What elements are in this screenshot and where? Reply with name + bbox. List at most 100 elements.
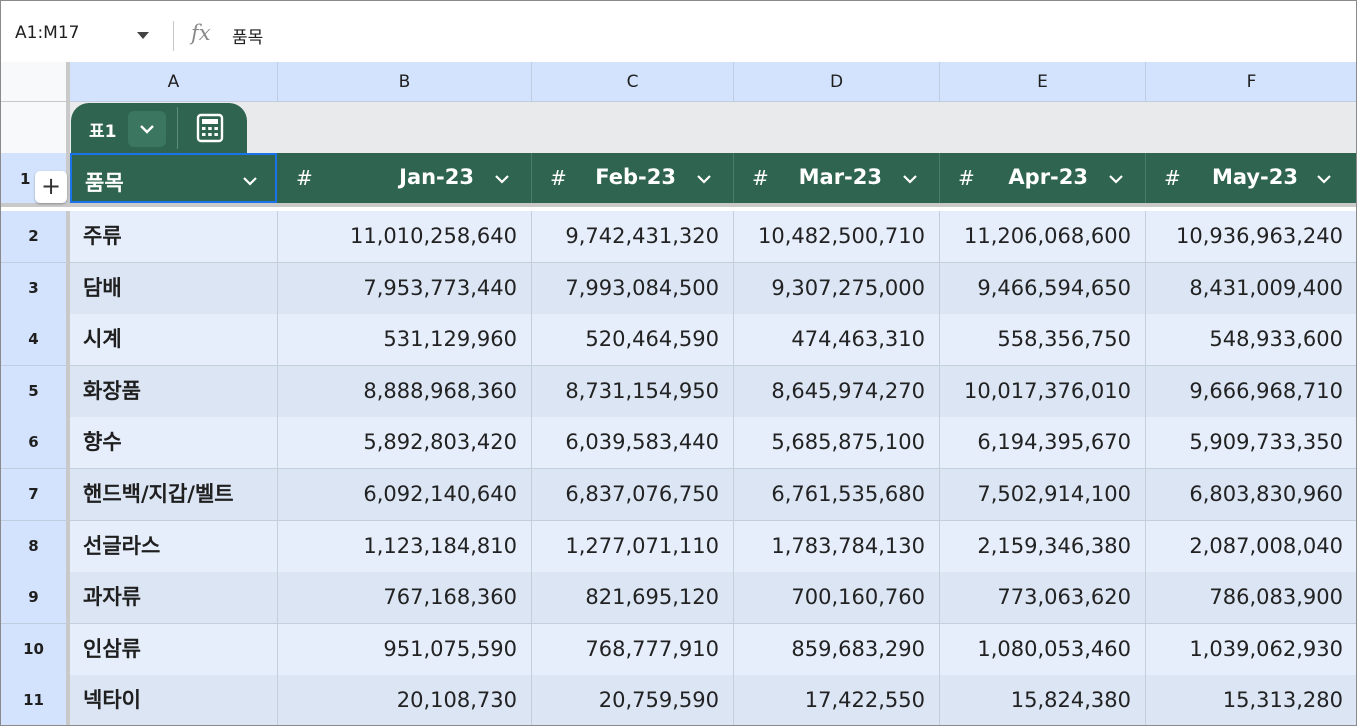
row-header[interactable]: 6 [1, 417, 70, 469]
row-header[interactable]: 11 [1, 675, 70, 725]
table-cell-value[interactable]: 558,356,750 [940, 314, 1146, 366]
table-cell-value[interactable]: 8,888,968,360 [278, 366, 532, 418]
table-cell-value[interactable]: 1,039,062,930 [1146, 624, 1356, 676]
table-cell-value[interactable]: 520,464,590 [532, 314, 734, 366]
chevron-down-icon[interactable] [242, 175, 258, 187]
chevron-down-icon[interactable] [1108, 173, 1124, 185]
table-cell-item[interactable]: 담배 [70, 263, 278, 315]
table-cell-item[interactable]: 주류 [70, 211, 278, 263]
table-cell-item[interactable]: 시계 [70, 314, 278, 366]
header-cell-may[interactable]: # May-23 [1146, 153, 1356, 203]
table-cell-value[interactable]: 821,695,120 [532, 572, 734, 624]
header-cell-feb[interactable]: # Feb-23 [532, 153, 734, 203]
table-cell-value[interactable]: 6,803,830,960 [1146, 469, 1356, 521]
table-cell-value[interactable]: 20,108,730 [278, 675, 532, 725]
formula-bar-divider [173, 21, 174, 51]
table-cell-value[interactable]: 20,759,590 [532, 675, 734, 725]
row-header[interactable]: 7 [1, 469, 70, 521]
table-cell-value[interactable]: 700,160,760 [734, 572, 940, 624]
table-cell-value[interactable]: 548,933,600 [1146, 314, 1356, 366]
chevron-down-icon[interactable] [902, 173, 918, 185]
table-cell-value[interactable]: 531,129,960 [278, 314, 532, 366]
row-header[interactable]: 8 [1, 521, 70, 573]
row-header[interactable]: 4 [1, 314, 70, 366]
table-cell-value[interactable]: 8,731,154,950 [532, 366, 734, 418]
column-header-e[interactable]: E [940, 62, 1146, 102]
table-cell-value[interactable]: 9,466,594,650 [940, 263, 1146, 315]
header-cell-item[interactable]: 품목 [70, 153, 277, 203]
table-cell-value[interactable]: 15,313,280 [1146, 675, 1356, 725]
table-cell-value[interactable]: 768,777,910 [532, 624, 734, 676]
table-cell-value[interactable]: 8,431,009,400 [1146, 263, 1356, 315]
table-menu-button[interactable] [128, 111, 166, 147]
chevron-down-icon[interactable] [1316, 173, 1332, 185]
table-chip[interactable]: 표1 [71, 103, 247, 153]
row-header[interactable]: 5 [1, 366, 70, 418]
table-cell-value[interactable]: 6,194,395,670 [940, 417, 1146, 469]
table-cell-value[interactable]: 10,936,963,240 [1146, 211, 1356, 263]
table-cell-value[interactable]: 7,502,914,100 [940, 469, 1146, 521]
chevron-down-icon[interactable] [494, 173, 510, 185]
table-cell-item[interactable]: 향수 [70, 417, 278, 469]
table-cell-value[interactable]: 7,993,084,500 [532, 263, 734, 315]
table-cell-value[interactable]: 6,039,583,440 [532, 417, 734, 469]
table-cell-value[interactable]: 786,083,900 [1146, 572, 1356, 624]
table-cell-value[interactable]: 10,017,376,010 [940, 366, 1146, 418]
table-cell-value[interactable]: 6,837,076,750 [532, 469, 734, 521]
table-cell-value[interactable]: 11,010,258,640 [278, 211, 532, 263]
header-cell-mar[interactable]: # Mar-23 [734, 153, 940, 203]
table-cell-value[interactable]: 767,168,360 [278, 572, 532, 624]
table-cell-value[interactable]: 2,159,346,380 [940, 521, 1146, 573]
table-cell-item[interactable]: 과자류 [70, 572, 278, 624]
table-cell-value[interactable]: 9,307,275,000 [734, 263, 940, 315]
table-cell-value[interactable]: 17,422,550 [734, 675, 940, 725]
table-cell-value[interactable]: 11,206,068,600 [940, 211, 1146, 263]
add-row-button[interactable]: + [35, 171, 67, 203]
table-cell-value[interactable]: 2,087,008,040 [1146, 521, 1356, 573]
column-header-d[interactable]: D [734, 62, 940, 102]
number-type-icon: # [752, 166, 769, 190]
column-header-c[interactable]: C [532, 62, 734, 102]
row-header[interactable]: 9 [1, 572, 70, 624]
table-cell-item[interactable]: 넥타이 [70, 675, 278, 725]
table-cell-value[interactable]: 7,953,773,440 [278, 263, 532, 315]
table-name[interactable]: 표1 [89, 122, 117, 142]
table-cell-value[interactable]: 1,123,184,810 [278, 521, 532, 573]
table-cell-item[interactable]: 화장품 [70, 366, 278, 418]
header-cell-apr[interactable]: # Apr-23 [940, 153, 1146, 203]
select-all-corner[interactable] [1, 62, 70, 102]
table-cell-item[interactable]: 선글라스 [70, 521, 278, 573]
table-cell-value[interactable]: 6,092,140,640 [278, 469, 532, 521]
table-calculator-button[interactable] [195, 113, 225, 147]
table-cell-value[interactable]: 951,075,590 [278, 624, 532, 676]
table-cell-value[interactable]: 5,909,733,350 [1146, 417, 1356, 469]
table-cell-value[interactable]: 5,685,875,100 [734, 417, 940, 469]
formula-input[interactable]: 품목 [232, 28, 264, 48]
column-header-b[interactable]: B [278, 62, 532, 102]
row-header[interactable]: 2 [1, 211, 70, 263]
header-cell-jan[interactable]: # Jan-23 [278, 153, 532, 203]
chevron-down-icon[interactable] [696, 173, 712, 185]
table-cell-item[interactable]: 핸드백/지갑/벨트 [70, 469, 278, 521]
row-header[interactable]: 10 [1, 624, 70, 676]
name-box[interactable]: A1:M17 [15, 23, 80, 43]
table-cell-value[interactable]: 1,080,053,460 [940, 624, 1146, 676]
table-cell-value[interactable]: 9,742,431,320 [532, 211, 734, 263]
table-cell-value[interactable]: 9,666,968,710 [1146, 366, 1356, 418]
table-cell-value[interactable]: 5,892,803,420 [278, 417, 532, 469]
table-cell-item[interactable]: 인삼류 [70, 624, 278, 676]
table-cell-value[interactable]: 6,761,535,680 [734, 469, 940, 521]
table-cell-value[interactable]: 773,063,620 [940, 572, 1146, 624]
column-header-f[interactable]: F [1146, 62, 1356, 102]
table-cell-value[interactable]: 10,482,500,710 [734, 211, 940, 263]
table-header-row [1, 153, 1356, 207]
column-header-a[interactable]: A [70, 62, 278, 102]
table-cell-value[interactable]: 1,277,071,110 [532, 521, 734, 573]
row-header[interactable]: 3 [1, 263, 70, 315]
name-box-dropdown-icon[interactable] [137, 32, 149, 39]
table-cell-value[interactable]: 15,824,380 [940, 675, 1146, 725]
table-cell-value[interactable]: 859,683,290 [734, 624, 940, 676]
table-cell-value[interactable]: 1,783,784,130 [734, 521, 940, 573]
table-cell-value[interactable]: 8,645,974,270 [734, 366, 940, 418]
table-cell-value[interactable]: 474,463,310 [734, 314, 940, 366]
